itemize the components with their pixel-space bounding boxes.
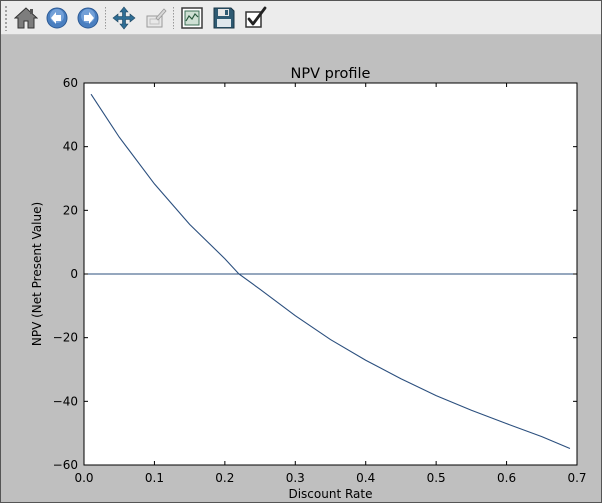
y-tick-label: 40 xyxy=(63,140,78,154)
save-button[interactable] xyxy=(211,5,237,31)
y-axis-label: NPV (Net Present Value) xyxy=(30,202,44,346)
configure-subplots-icon xyxy=(181,7,203,29)
pan-move-icon xyxy=(112,6,136,30)
y-tick-label: −60 xyxy=(53,458,78,472)
home-icon xyxy=(14,7,38,29)
pan-button[interactable] xyxy=(111,5,137,31)
y-tick-label: −20 xyxy=(53,331,78,345)
zoom-button[interactable] xyxy=(143,5,169,31)
plot-area xyxy=(84,93,577,449)
x-tick-label: 0.1 xyxy=(145,471,164,485)
toolbar-separator xyxy=(105,7,106,29)
back-arrow-icon xyxy=(46,7,68,29)
zoom-rectangle-icon xyxy=(146,8,167,28)
chart-title: NPV profile xyxy=(291,66,371,82)
x-tick-label: 0.7 xyxy=(567,471,586,485)
toolbar-grip-handle[interactable] xyxy=(4,5,8,31)
x-tick-label: 0.3 xyxy=(286,471,305,485)
x-tick-label: 0.6 xyxy=(497,471,516,485)
home-button[interactable] xyxy=(13,5,39,31)
navigation-toolbar xyxy=(1,1,601,35)
subplots-button[interactable] xyxy=(179,5,205,31)
forward-button[interactable] xyxy=(75,5,101,31)
toolbar-separator xyxy=(173,7,174,29)
save-floppy-icon xyxy=(213,7,235,29)
axis-ticks: 0.0 0.1 0.2 0.3 0.4 0.5 0.6 0.7 60 40 20 0 −20 −40 −60 xyxy=(53,76,587,485)
y-tick-label: 0 xyxy=(70,267,78,281)
x-tick-label: 0.0 xyxy=(74,471,93,485)
x-tick-label: 0.5 xyxy=(427,471,446,485)
y-tick-label: 60 xyxy=(63,76,78,90)
figure-canvas: 0.0 0.1 0.2 0.3 0.4 0.5 0.6 0.7 60 40 20 0 −20 −40 −60… xyxy=(30,66,587,501)
y-tick-label: −40 xyxy=(53,394,78,408)
forward-arrow-icon xyxy=(77,7,99,29)
edit-check-icon xyxy=(245,6,267,28)
npv-curve-line xyxy=(90,93,571,449)
x-tick-label: 0.4 xyxy=(356,471,375,485)
y-tick-label: 20 xyxy=(63,203,78,217)
x-tick-label: 0.2 xyxy=(215,471,234,485)
back-button[interactable] xyxy=(44,5,70,31)
x-axis-label: Discount Rate xyxy=(288,487,372,501)
edit-axes-button[interactable] xyxy=(243,5,269,31)
